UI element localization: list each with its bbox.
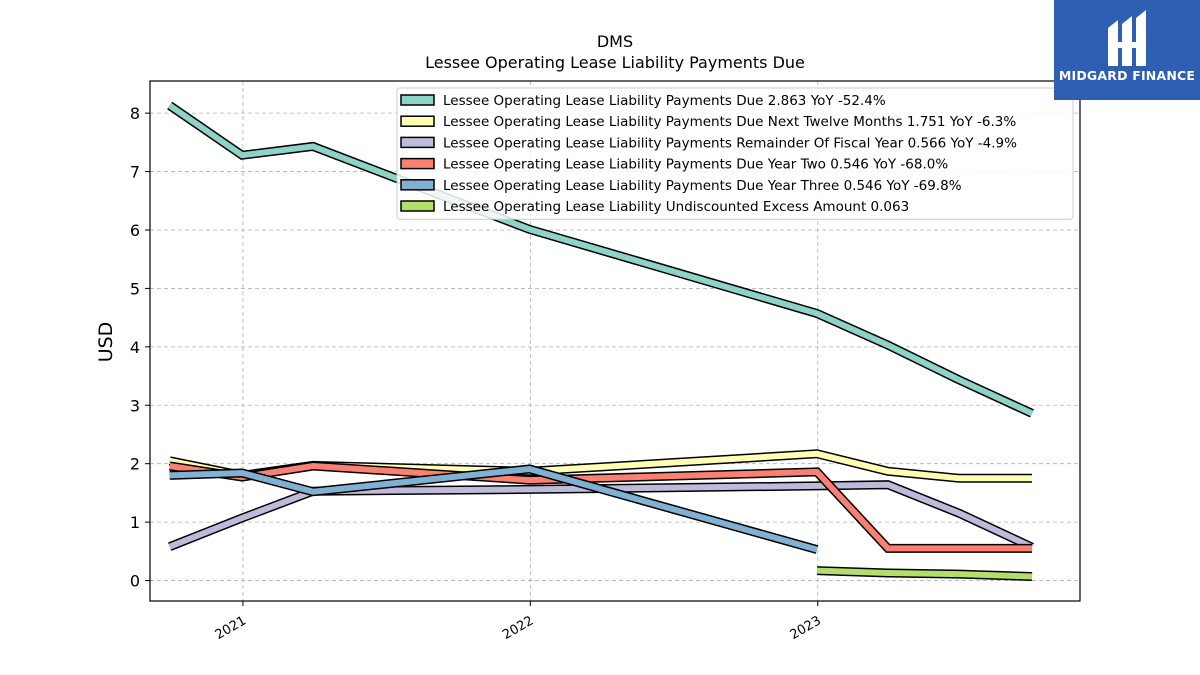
legend-swatch bbox=[400, 200, 435, 212]
series-layer bbox=[167, 101, 1034, 581]
y-tick-label: 5 bbox=[130, 279, 140, 298]
series-line-stroke bbox=[168, 103, 1034, 417]
legend-swatch bbox=[400, 136, 435, 149]
legend-swatch bbox=[400, 115, 435, 127]
x-tick-label: 2022 bbox=[500, 613, 536, 643]
y-tick-label: 1 bbox=[130, 513, 140, 532]
series-line-stroke bbox=[169, 465, 818, 553]
y-tick-label: 4 bbox=[130, 338, 140, 357]
y-axis: 0 1 2 3 4 5 6 7 8 bbox=[130, 104, 150, 591]
legend-swatch bbox=[400, 94, 435, 106]
x-tick-label: 2021 bbox=[213, 613, 249, 643]
series-line bbox=[167, 101, 1034, 418]
series-line-stroke bbox=[168, 481, 1034, 550]
legend-entry: Lessee Operating Lease Liability Payment… bbox=[443, 93, 886, 109]
y-tick-label: 3 bbox=[130, 396, 140, 415]
series-line bbox=[816, 566, 1033, 581]
series-line bbox=[169, 461, 1032, 553]
chart-title: DMS bbox=[597, 32, 633, 51]
y-tick-label: 8 bbox=[130, 104, 140, 123]
legend-entry: Lessee Operating Lease Liability Undisco… bbox=[443, 199, 909, 215]
x-axis: 2021 2022 2023 bbox=[213, 601, 824, 643]
series-line bbox=[169, 464, 819, 554]
legend-entry: Lessee Operating Lease Liability Payment… bbox=[443, 178, 962, 194]
series-line bbox=[168, 480, 1034, 552]
logo-text: MIDGARD FINANCE bbox=[1058, 68, 1196, 83]
chart-subtitle: Lessee Operating Lease Liability Payment… bbox=[425, 53, 805, 72]
legend-swatch bbox=[400, 179, 435, 191]
series-line-stroke bbox=[169, 462, 1032, 552]
legend: Lessee Operating Lease Liability Payment… bbox=[396, 87, 1074, 220]
legend-entry: Lessee Operating Lease Liability Payment… bbox=[443, 114, 1016, 130]
y-tick-label: 7 bbox=[130, 163, 140, 182]
y-axis-label: USD bbox=[95, 322, 117, 363]
y-tick-label: 0 bbox=[130, 572, 140, 591]
series-line-stroke bbox=[816, 567, 1033, 580]
x-tick-label: 2023 bbox=[788, 613, 824, 643]
midgard-logo-icon bbox=[1108, 10, 1146, 66]
legend-frame bbox=[396, 87, 1074, 220]
midgard-finance-logo: MIDGARD FINANCE bbox=[1054, 0, 1200, 100]
y-tick-label: 2 bbox=[130, 455, 140, 474]
plot-frame bbox=[149, 80, 1081, 602]
y-tick-label: 6 bbox=[130, 221, 140, 240]
legend-swatch bbox=[400, 157, 435, 170]
legend-entry: Lessee Operating Lease Liability Payment… bbox=[443, 157, 948, 173]
legend-entry: Lessee Operating Lease Liability Payment… bbox=[443, 135, 1017, 151]
